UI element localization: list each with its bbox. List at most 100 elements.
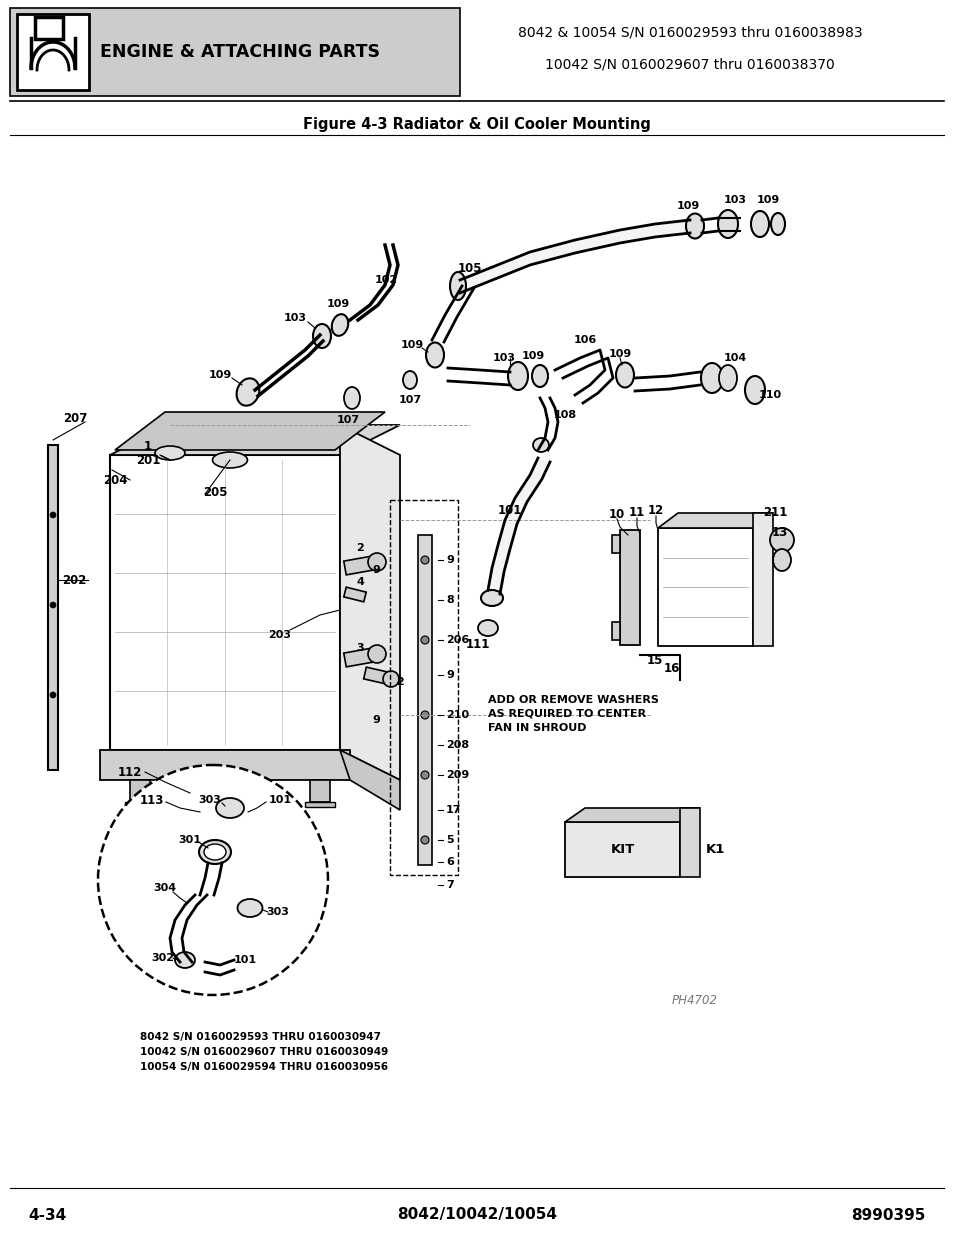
Polygon shape (564, 808, 700, 823)
Text: 11: 11 (628, 506, 644, 520)
Bar (10, 7, 459, 96)
Ellipse shape (237, 899, 262, 918)
Text: 5: 5 (446, 835, 453, 845)
Text: ENGINE & ATTACHING PARTS: ENGINE & ATTACHING PARTS (100, 43, 379, 61)
Text: 109: 109 (521, 351, 544, 361)
Ellipse shape (685, 214, 703, 238)
Polygon shape (752, 513, 772, 646)
Ellipse shape (199, 840, 231, 864)
Text: 104: 104 (722, 353, 746, 363)
Text: 102: 102 (375, 275, 397, 285)
Bar (390, 500, 457, 876)
Circle shape (50, 513, 56, 517)
Ellipse shape (744, 375, 764, 404)
Ellipse shape (402, 370, 416, 389)
Text: 15: 15 (646, 653, 662, 667)
Text: KIT: KIT (610, 844, 634, 856)
Circle shape (420, 771, 429, 779)
Ellipse shape (236, 378, 259, 405)
Polygon shape (459, 220, 689, 293)
FancyBboxPatch shape (35, 17, 63, 40)
Text: 209: 209 (446, 769, 469, 781)
Text: 112: 112 (117, 766, 142, 778)
Text: 109: 109 (756, 195, 779, 205)
Circle shape (382, 671, 398, 687)
Ellipse shape (770, 212, 784, 235)
Polygon shape (110, 425, 399, 454)
Ellipse shape (344, 387, 359, 409)
Text: 210: 210 (446, 710, 469, 720)
Text: 111: 111 (465, 638, 490, 652)
Text: 103: 103 (722, 195, 745, 205)
Bar (130, 781, 150, 802)
Text: 9: 9 (372, 715, 379, 725)
Ellipse shape (507, 362, 527, 390)
Ellipse shape (750, 211, 768, 237)
Text: 10: 10 (608, 509, 624, 521)
Circle shape (50, 692, 56, 698)
Text: 204: 204 (103, 473, 127, 487)
Ellipse shape (719, 366, 737, 391)
Text: 109: 109 (208, 370, 232, 380)
Text: 205: 205 (203, 485, 227, 499)
FancyBboxPatch shape (343, 556, 374, 574)
Text: 8042 S/N 0160029593 THRU 0160030947
10042 S/N 0160029607 THRU 0160030949
10054 S: 8042 S/N 0160029593 THRU 0160030947 1004… (140, 1032, 388, 1072)
Text: 7: 7 (446, 881, 454, 890)
Text: 303: 303 (266, 906, 289, 918)
Text: 6: 6 (446, 857, 454, 867)
Ellipse shape (532, 366, 547, 387)
Circle shape (420, 636, 429, 643)
Text: 113: 113 (140, 794, 164, 806)
Text: 1: 1 (144, 440, 152, 452)
Text: 207: 207 (63, 411, 87, 425)
Text: 303: 303 (198, 795, 221, 805)
Ellipse shape (616, 363, 634, 388)
Text: 109: 109 (400, 340, 423, 350)
Text: 109: 109 (326, 299, 349, 309)
Ellipse shape (174, 952, 194, 968)
Polygon shape (488, 458, 550, 594)
Text: 301: 301 (178, 835, 201, 845)
Ellipse shape (154, 446, 185, 459)
Ellipse shape (480, 590, 502, 606)
Ellipse shape (450, 272, 465, 300)
Bar (612, 535, 619, 553)
Text: 8042/10042/10054: 8042/10042/10054 (396, 1208, 557, 1223)
Text: 201: 201 (135, 453, 160, 467)
Circle shape (50, 601, 56, 608)
Text: 110: 110 (758, 390, 781, 400)
Text: 302: 302 (152, 953, 174, 963)
Ellipse shape (426, 342, 443, 368)
Text: 3: 3 (355, 643, 363, 653)
Bar (305, 802, 335, 806)
Text: 108: 108 (553, 410, 576, 420)
Bar (110, 454, 339, 750)
Text: 109: 109 (676, 201, 699, 211)
Text: 304: 304 (153, 883, 176, 893)
Bar (100, 750, 350, 781)
Polygon shape (339, 750, 399, 810)
Ellipse shape (772, 550, 790, 571)
Text: 12: 12 (647, 505, 663, 517)
Text: ADD OR REMOVE WASHERS
AS REQUIRED TO CENTER
FAN IN SHROUD: ADD OR REMOVE WASHERS AS REQUIRED TO CEN… (488, 695, 659, 734)
Ellipse shape (215, 798, 244, 818)
Text: Figure 4-3 Radiator & Oil Cooler Mounting: Figure 4-3 Radiator & Oil Cooler Mountin… (303, 116, 650, 131)
Text: 211: 211 (762, 506, 786, 520)
Text: 4: 4 (355, 577, 363, 587)
Circle shape (420, 556, 429, 564)
Text: 103: 103 (492, 353, 515, 363)
Ellipse shape (313, 324, 331, 348)
Text: PH4702: PH4702 (671, 993, 718, 1007)
Circle shape (368, 553, 386, 571)
Ellipse shape (533, 438, 548, 452)
Text: 9: 9 (446, 555, 454, 564)
Text: K1: K1 (704, 844, 724, 856)
Text: 103: 103 (283, 312, 306, 324)
FancyBboxPatch shape (343, 648, 374, 667)
Text: 16: 16 (663, 662, 679, 674)
Polygon shape (679, 808, 700, 877)
Text: 8990395: 8990395 (851, 1208, 925, 1223)
Polygon shape (115, 412, 385, 450)
Bar (125, 802, 154, 806)
Text: 107: 107 (398, 395, 421, 405)
